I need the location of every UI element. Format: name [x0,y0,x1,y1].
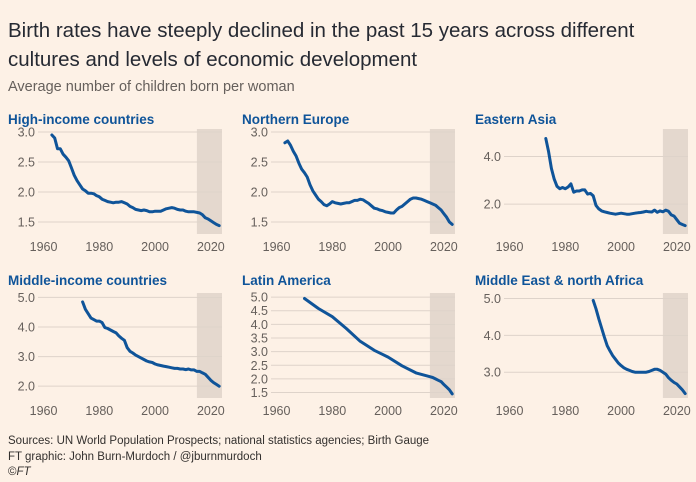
x-tick-label: 1960 [30,240,58,254]
copyright-note: ©FT [8,465,429,481]
highlight-band [662,293,688,398]
y-tick-label: 2.0 [251,186,268,200]
x-tick-label: 2020 [430,240,458,254]
panel-title: Middle-income countries [8,273,167,288]
x-tick-label: 1960 [496,404,524,418]
chart-title: Birth rates have steeply declined in the… [8,19,635,71]
panel-title: Northern Europe [242,112,350,127]
y-tick-label: 3.0 [251,126,268,140]
footer: Sources: UN World Population Prospects; … [8,434,429,481]
x-tick-label: 2020 [663,240,691,254]
highlight-band [196,129,222,234]
x-tick-label: 1980 [551,240,579,254]
x-tick-label: 1960 [263,404,291,418]
y-tick-label: 3.0 [251,345,268,359]
panel-title: Eastern Asia [475,112,557,127]
panel-title: High-income countries [8,112,154,127]
x-tick-label: 1960 [496,240,524,254]
chart-subtitle: Average number of children born per woma… [8,79,295,95]
credit-note: FT graphic: John Burn-Murdoch / @jburnmu… [8,450,262,463]
y-tick-label: 2.5 [18,156,35,170]
chart-panel-2: 1.5 2.0 2.5 3.0 1960 1980 2000 2020 Northern Eur… [242,112,458,254]
y-tick-label: 2.0 [484,198,501,212]
y-tick-label: 5.0 [18,291,35,305]
y-tick-label: 4.0 [484,150,501,164]
x-tick-label: 1960 [263,240,291,254]
x-tick-label: 2000 [374,240,402,254]
chart-panel-5: 1.52.02.53.03.54.04.55.0 1960 1980 2000 2020… [242,273,458,418]
series-line [303,297,454,396]
series-line [544,137,687,228]
y-tick-label: 1.5 [18,216,35,230]
chart-panel-4: 2.0 3.0 4.0 5.0 1960 1980 2000 2020 Middle-incom… [8,273,225,418]
highlight-band [429,129,455,234]
sources-note: Sources: UN World Population Prospects; … [8,435,430,447]
copyright-brand: FT [16,466,31,478]
series-line [591,298,687,396]
y-tick-label: 2.0 [18,186,35,200]
panel-title: Middle East & north Africa [475,273,644,288]
y-tick-label: 3.0 [18,350,35,364]
x-tick-label: 2020 [197,240,225,254]
y-tick-label: 5.0 [251,291,268,305]
x-tick-label: 2000 [141,404,169,418]
y-tick-label: 2.5 [251,156,268,170]
y-tick-label: 1.5 [251,216,268,230]
x-tick-label: 1980 [85,240,113,254]
y-tick-label: 3.0 [484,366,501,380]
x-tick-label: 2000 [607,240,635,254]
x-tick-label: 1980 [85,404,113,418]
copyright-symbol: © [8,466,17,478]
y-tick-label: 2.0 [18,380,35,394]
highlight-band [196,293,222,398]
y-tick-label: 2.0 [251,372,268,386]
series-line [283,139,454,226]
y-tick-label: 4.0 [484,329,501,343]
y-tick-label: 2.5 [251,359,268,373]
chart-panel-1: 1.5 2.0 2.5 3.0 1960 1980 2000 2020 High-income … [8,112,225,254]
y-tick-label: 4.5 [251,304,268,318]
panel-title: Latin America [242,273,331,288]
y-tick-label: 1.5 [251,386,268,400]
y-tick-label: 4.0 [251,318,268,332]
y-tick-label: 3.0 [18,126,35,140]
series-line [81,300,221,388]
chart-panel-3: 2.0 4.0 1960 1980 2000 2020 Eastern Asia [475,112,691,254]
y-tick-label: 4.0 [18,321,35,335]
x-tick-label: 2020 [430,404,458,418]
x-tick-label: 1980 [318,240,346,254]
x-tick-label: 2000 [607,404,635,418]
x-tick-label: 2020 [197,404,225,418]
x-tick-label: 1960 [30,404,58,418]
x-tick-label: 2000 [141,240,169,254]
y-tick-label: 5.0 [484,292,501,306]
x-tick-label: 1980 [551,404,579,418]
series-line [50,133,221,228]
x-tick-label: 2000 [374,404,402,418]
chart-panel-6: 3.0 4.0 5.0 1960 1980 2000 2020 Middle East & n… [475,273,691,418]
x-tick-label: 2020 [663,404,691,418]
y-tick-label: 3.5 [251,332,268,346]
x-tick-label: 1980 [318,404,346,418]
